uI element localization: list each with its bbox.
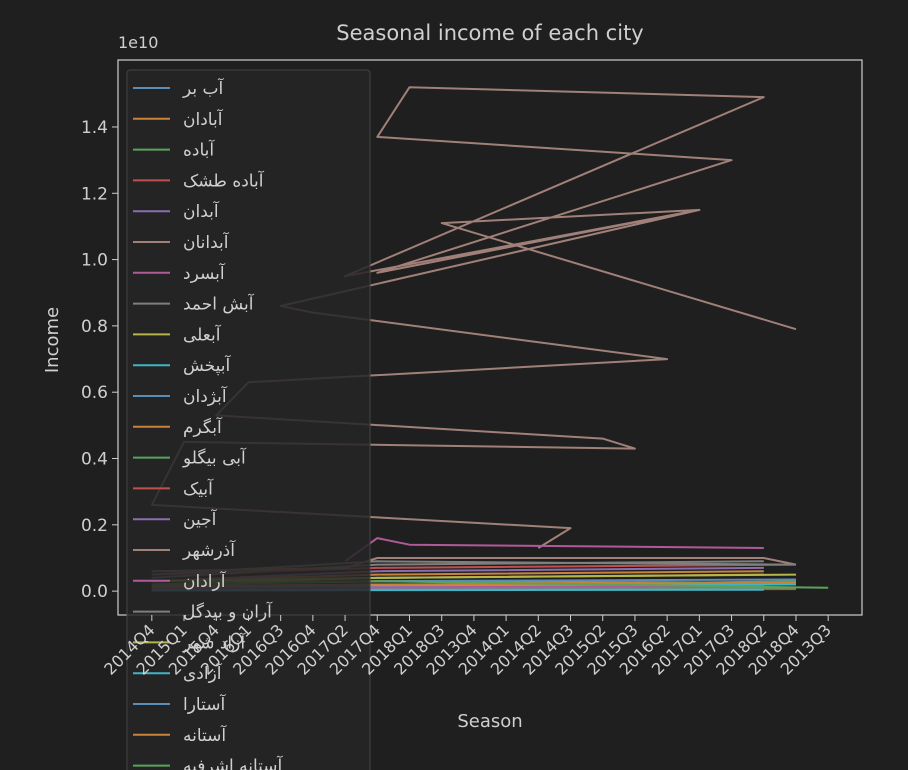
legend-label: آبگرم xyxy=(183,416,223,438)
legend-label: آستارا xyxy=(183,693,226,715)
chart-title: Seasonal income of each city xyxy=(336,21,643,45)
legend-label: آبش احمد xyxy=(183,293,255,315)
legend-label: آبادان xyxy=(183,108,224,130)
legend-label: آبعلی xyxy=(183,323,222,345)
legend-label: آران و بیدگل xyxy=(183,601,273,623)
legend-label: آباده طشک xyxy=(183,169,265,191)
legend-label: آباده xyxy=(183,139,215,161)
y-tick-label: 1.2 xyxy=(81,184,108,204)
legend-label: آبدانان xyxy=(183,231,230,253)
y-offset-label: 1e10 xyxy=(118,33,158,52)
y-tick-label: 0.6 xyxy=(81,383,108,403)
y-tick-label: 1.0 xyxy=(81,251,108,271)
legend-label: آزاد شهر xyxy=(182,631,246,653)
y-tick-label: 0.2 xyxy=(81,516,108,536)
legend-label: آبی بیگلو xyxy=(182,447,247,469)
legend-label: آبژدان xyxy=(183,385,228,407)
legend-label: آذرشهر xyxy=(182,539,236,561)
y-tick-label: 1.4 xyxy=(81,118,108,138)
legend: آب بر آبادان آباده آباده طشک آبدان آبدانان آبس… xyxy=(126,69,371,770)
legend-label: آبپخش xyxy=(183,354,232,376)
legend-label: آرادان xyxy=(183,570,227,592)
x-axis-label: Season xyxy=(457,711,522,732)
legend-label: آزادی xyxy=(183,662,223,684)
y-axis-label: Income xyxy=(42,307,63,373)
legend-label: آجین xyxy=(183,508,218,530)
y-tick-label: 0.8 xyxy=(81,317,108,337)
y-tick-label: 0.0 xyxy=(81,582,108,602)
legend-label: آبدان xyxy=(183,200,220,222)
legend-label: آستانه xyxy=(183,724,227,746)
legend-label: آبیک xyxy=(183,477,214,499)
legend-box xyxy=(126,69,371,770)
legend-label: آبسرد xyxy=(183,262,226,284)
legend-label: آستانه اشرفیه xyxy=(183,755,284,770)
legend-label: آب بر xyxy=(182,77,225,99)
y-tick-label: 0.4 xyxy=(81,450,108,470)
axes-frame xyxy=(117,59,863,616)
